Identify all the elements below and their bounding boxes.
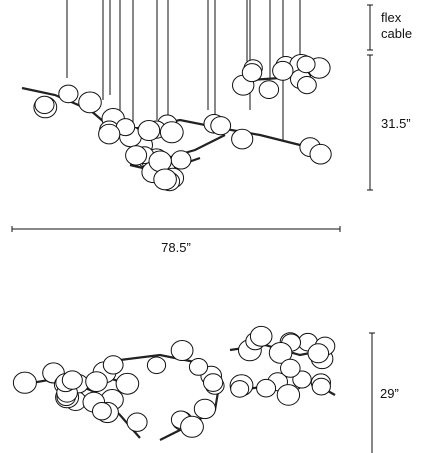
globe [188, 358, 209, 376]
globe [78, 91, 102, 114]
globe [34, 95, 55, 115]
globe [272, 60, 294, 81]
flex-cable-label: cable [381, 26, 412, 41]
globe [153, 168, 177, 191]
globe [61, 370, 83, 390]
globe [256, 378, 277, 398]
globe [85, 371, 108, 393]
globe [309, 143, 332, 165]
globe [241, 63, 263, 83]
height-label: 31.5” [381, 116, 411, 131]
globe [58, 84, 79, 104]
globe [148, 150, 172, 173]
width-label: 78.5” [161, 240, 191, 255]
globe [311, 377, 331, 396]
globe [146, 356, 167, 375]
top-view [21, 0, 332, 192]
globe [170, 150, 192, 170]
globe [297, 76, 317, 95]
globe [137, 120, 161, 141]
bottom-view [12, 325, 336, 441]
globe [92, 402, 112, 421]
globe [292, 370, 312, 389]
flex-cable-label: flex [381, 10, 402, 25]
globe [159, 121, 184, 144]
globe [203, 373, 224, 392]
globe [170, 340, 194, 361]
globe [280, 358, 301, 378]
globe [115, 372, 140, 395]
globe [231, 128, 254, 150]
globe [98, 123, 121, 145]
globe [193, 398, 216, 420]
globe [249, 325, 273, 347]
globe [296, 55, 316, 74]
globe [210, 116, 232, 136]
globe [230, 380, 250, 398]
globe [276, 384, 301, 406]
globe [268, 342, 293, 364]
globe [126, 412, 148, 432]
height-label: 29” [380, 386, 399, 401]
globe [307, 343, 330, 364]
globe [125, 145, 148, 166]
globe [258, 80, 280, 99]
globe [102, 355, 124, 375]
globe [180, 415, 204, 438]
globe [12, 371, 37, 394]
